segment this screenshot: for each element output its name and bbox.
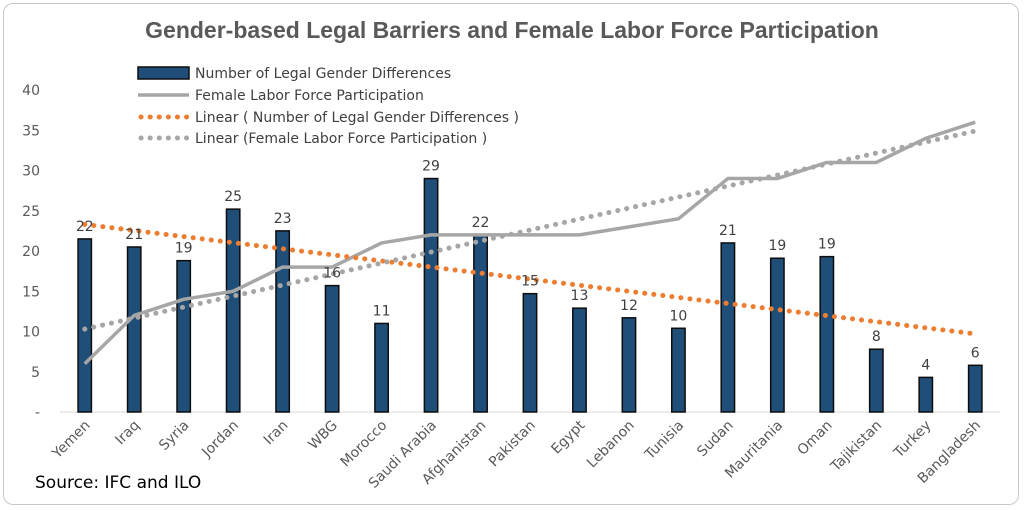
bar-data-label: 21: [125, 227, 143, 243]
bar-data-label: 19: [175, 241, 193, 257]
bar-data-label: 19: [768, 238, 786, 254]
y-tick-label: 35: [22, 123, 40, 139]
bar: [423, 177, 439, 413]
x-tick-label: Tajikistan: [827, 418, 885, 476]
x-tick-label: Iran: [261, 418, 292, 449]
bar-data-label: 4: [921, 357, 930, 373]
legend: Number of Legal Gender Differences Female…: [137, 66, 519, 147]
bar: [720, 242, 736, 413]
x-tick-label: Turkey: [890, 418, 934, 462]
bar-data-label: 6: [971, 345, 980, 361]
y-axis: - 5 10 15 20 25 30 35 40: [22, 83, 40, 421]
y-tick-label: 25: [22, 204, 40, 220]
bar-data-label: 12: [620, 298, 638, 314]
bar-data-label: 8: [872, 329, 881, 345]
legend-label: Female Labor Force Participation: [195, 88, 424, 104]
x-tick-label: Tunisia: [641, 418, 687, 464]
bar: [819, 255, 835, 413]
bar: [572, 307, 587, 413]
bar: [126, 246, 142, 413]
y-tick-label: 10: [22, 325, 40, 341]
x-tick-label: Jordan: [198, 418, 242, 462]
legal-differences-trendline: [82, 221, 978, 337]
bar-data-label: 15: [521, 274, 539, 290]
bar-data-label: 11: [373, 303, 391, 319]
bar-data-label: 19: [818, 237, 836, 253]
x-tick-label: Sudan: [694, 418, 737, 461]
bar: [176, 259, 192, 413]
legend-label: Number of Legal Gender Differences: [195, 66, 451, 82]
legend-label: Linear (Female Labor Force Participation…: [195, 131, 487, 147]
bar-data-label: 23: [274, 211, 292, 227]
line-series: [82, 120, 978, 365]
y-tick-label: 20: [22, 244, 40, 260]
y-tick-label: 15: [22, 284, 40, 300]
bar-data-label: 10: [670, 308, 688, 324]
bar: [522, 292, 538, 413]
legend-swatch-bars: [137, 66, 190, 80]
y-tick-label: 5: [31, 365, 40, 381]
bar-data-label: 29: [422, 159, 440, 175]
bar-data-label: 25: [224, 189, 242, 205]
bar: [225, 208, 241, 413]
x-tick-label: Egypt: [548, 417, 588, 457]
x-tick-label: Yemen: [49, 418, 94, 463]
x-tick-label: Oman: [795, 418, 836, 459]
bar-data-label: 22: [472, 215, 490, 231]
x-tick-label: Syria: [156, 418, 192, 454]
data-labels: 22 21 19 25 23 16 11 29 22 15 13 12 10 21 19 19 8 4 6: [76, 159, 980, 374]
y-tick-label: -: [35, 405, 40, 421]
x-tick-label: Iraq: [112, 418, 143, 449]
bar-data-label: 16: [323, 266, 341, 282]
bar: [374, 322, 390, 413]
legend-label: Linear ( Number of Legal Gender Differen…: [195, 110, 519, 126]
bar: [868, 348, 884, 413]
bar: [77, 238, 93, 413]
bar: [769, 257, 785, 413]
bar: [473, 234, 488, 413]
bar-data-label: 22: [76, 219, 94, 235]
bar-data-label: 13: [571, 288, 589, 304]
female-lfp-line: [83, 120, 976, 365]
bar: [324, 284, 340, 413]
bar: [275, 230, 291, 413]
bar: [918, 376, 934, 413]
bar: [621, 317, 637, 413]
bar-data-label: 21: [719, 223, 737, 239]
chart-frame: [3, 3, 1019, 505]
source-note: Source: IFC and ILO: [35, 473, 202, 493]
y-tick-label: 40: [22, 83, 40, 99]
bar: [967, 364, 983, 413]
bar: [670, 327, 686, 413]
x-tick-label: Lebanon: [584, 418, 638, 472]
bar-series: [77, 177, 983, 413]
y-tick-label: 30: [22, 164, 40, 180]
female-lfp-trendline: [82, 128, 978, 332]
x-tick-label: WBG: [306, 418, 341, 453]
chart-title: Gender-based Legal Barriers and Female L…: [145, 17, 879, 43]
x-tick-label: Pakistan: [486, 418, 539, 471]
